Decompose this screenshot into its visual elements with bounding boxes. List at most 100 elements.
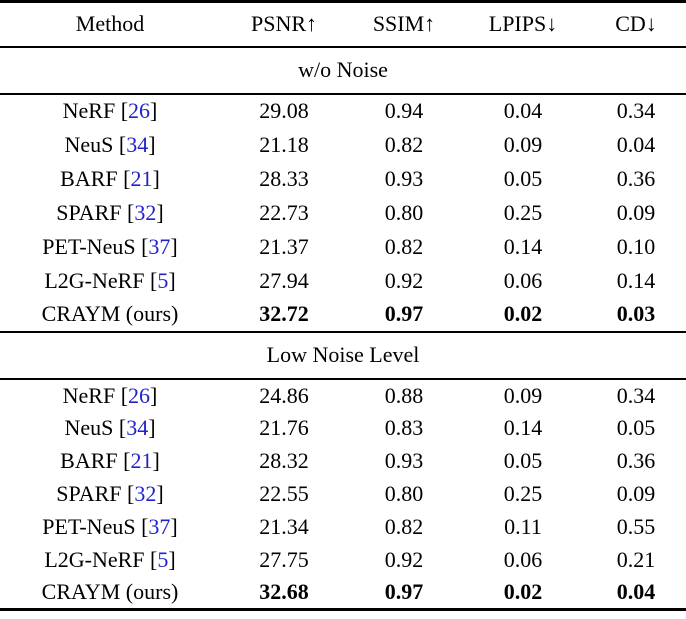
- lpips-value: 0.09: [503, 382, 543, 408]
- cd-value: 0.36: [616, 448, 656, 473]
- column-header-cd: CD↓: [586, 1, 686, 48]
- cd-value: 0.04: [616, 131, 656, 157]
- citation-link[interactable]: 34: [126, 131, 149, 157]
- citation-link[interactable]: 5: [157, 267, 169, 293]
- lpips-value: 0.25: [503, 481, 543, 506]
- table-row: NeuS [34] 21.76 0.83 0.14 0.05: [0, 412, 686, 445]
- method-name: PET-NeuS: [42, 233, 136, 259]
- psnr-value: 27.75: [259, 547, 309, 572]
- ssim-value: 0.82: [384, 131, 424, 157]
- ssim-value: 0.92: [384, 267, 424, 293]
- method-name: SPARF: [56, 199, 122, 225]
- bracket-close: ]: [156, 199, 164, 225]
- section-title: Low Noise Level: [0, 330, 686, 380]
- cd-value: 0.55: [616, 514, 656, 539]
- bracket-close: ]: [168, 547, 176, 572]
- bracket-open: [: [115, 382, 129, 408]
- psnr-value: 28.32: [259, 448, 309, 473]
- method-cell: BARF [21]: [0, 162, 220, 196]
- method-name: NeRF: [62, 98, 116, 123]
- bracket-close: ]: [150, 98, 158, 123]
- cd-value: 0.04: [616, 579, 656, 605]
- method-name: NeRF: [62, 382, 116, 408]
- lpips-value: 0.06: [503, 547, 543, 572]
- method-cell: L2G-NeRF [5]: [0, 264, 220, 298]
- cd-value: 0.34: [616, 98, 656, 123]
- column-header-lpips: LPIPS↓: [460, 1, 586, 48]
- ssim-value: 0.83: [384, 415, 424, 440]
- lpips-value: 0.14: [503, 415, 543, 440]
- bracket-close: ]: [170, 233, 178, 259]
- section-row-wo-noise: w/o Noise: [0, 45, 686, 95]
- citation-link[interactable]: 26: [128, 98, 151, 123]
- method-name: NeuS: [64, 415, 114, 440]
- psnr-value: 21.37: [259, 233, 309, 259]
- bracket-open: [: [115, 98, 129, 123]
- bracket-open: [: [117, 165, 131, 191]
- bracket-open: [: [113, 131, 127, 157]
- table-row: L2G-NeRF [5] 27.75 0.92 0.06 0.21: [0, 544, 686, 577]
- citation-link[interactable]: 32: [134, 481, 157, 506]
- method-cell: NeRF [26]: [0, 94, 220, 128]
- method-cell: NeRF [26]: [0, 379, 220, 412]
- lpips-value: 0.05: [503, 448, 543, 473]
- citation-link[interactable]: 26: [128, 382, 151, 408]
- bracket-open: [: [117, 448, 131, 473]
- ssim-value: 0.80: [384, 481, 424, 506]
- ssim-value: 0.82: [384, 514, 424, 539]
- cd-value: 0.21: [616, 547, 656, 572]
- table-row: L2G-NeRF [5] 27.94 0.92 0.06 0.14: [0, 264, 686, 298]
- table-row-ours: CRAYM (ours) 32.72 0.97 0.02 0.03: [0, 298, 686, 332]
- ssim-value: 0.94: [384, 98, 424, 123]
- table-row: SPARF [32] 22.73 0.80 0.25 0.09: [0, 196, 686, 230]
- cd-value: 0.09: [616, 481, 656, 506]
- psnr-value: 29.08: [259, 98, 309, 123]
- psnr-value: 22.73: [259, 199, 309, 225]
- bracket-close: ]: [170, 514, 178, 539]
- table-row-ours: CRAYM (ours) 32.68 0.97 0.02 0.04: [0, 577, 686, 610]
- method-cell: CRAYM (ours): [0, 298, 220, 332]
- psnr-value: 27.94: [259, 267, 309, 293]
- psnr-value: 22.55: [259, 481, 309, 506]
- ssim-value: 0.92: [384, 547, 424, 572]
- method-cell: L2G-NeRF [5]: [0, 544, 220, 577]
- method-cell: NeuS [34]: [0, 128, 220, 162]
- psnr-value: 21.34: [259, 514, 309, 539]
- psnr-value: 21.76: [259, 415, 309, 440]
- lpips-value: 0.04: [503, 98, 543, 123]
- psnr-value: 32.68: [259, 579, 309, 605]
- cd-value: 0.36: [616, 165, 656, 191]
- table-row: SPARF [32] 22.55 0.80 0.25 0.09: [0, 478, 686, 511]
- method-cell: SPARF [32]: [0, 196, 220, 230]
- ssim-value: 0.93: [384, 448, 424, 473]
- table-row: BARF [21] 28.32 0.93 0.05 0.36: [0, 445, 686, 478]
- psnr-value: 32.72: [259, 301, 309, 326]
- lpips-value: 0.05: [503, 165, 543, 191]
- ssim-value: 0.93: [384, 165, 424, 191]
- table-row: PET-NeuS [37] 21.34 0.82 0.11 0.55: [0, 511, 686, 544]
- lpips-value: 0.06: [503, 267, 543, 293]
- method-name: CRAYM (ours): [41, 301, 179, 326]
- method-name: BARF: [60, 448, 118, 473]
- ssim-value: 0.97: [384, 579, 424, 605]
- lpips-value: 0.09: [503, 131, 543, 157]
- citation-link[interactable]: 37: [148, 514, 171, 539]
- header-row: Method PSNR↑ SSIM↑ LPIPS↓ CD↓: [0, 1, 686, 48]
- citation-link[interactable]: 34: [126, 415, 149, 440]
- table-row: BARF [21] 28.33 0.93 0.05 0.36: [0, 162, 686, 196]
- citation-link[interactable]: 21: [130, 165, 153, 191]
- bracket-close: ]: [148, 415, 156, 440]
- bracket-open: [: [144, 267, 158, 293]
- bracket-open: [: [144, 547, 158, 572]
- lpips-value: 0.02: [503, 579, 543, 605]
- table-row: NeRF [26] 29.08 0.94 0.04 0.34: [0, 94, 686, 128]
- ssim-value: 0.80: [384, 199, 424, 225]
- citation-link[interactable]: 21: [130, 448, 153, 473]
- citation-link[interactable]: 5: [157, 547, 169, 572]
- method-cell: BARF [21]: [0, 445, 220, 478]
- bracket-open: [: [121, 481, 135, 506]
- citation-link[interactable]: 37: [148, 233, 171, 259]
- cd-value: 0.10: [616, 233, 656, 259]
- citation-link[interactable]: 32: [134, 199, 157, 225]
